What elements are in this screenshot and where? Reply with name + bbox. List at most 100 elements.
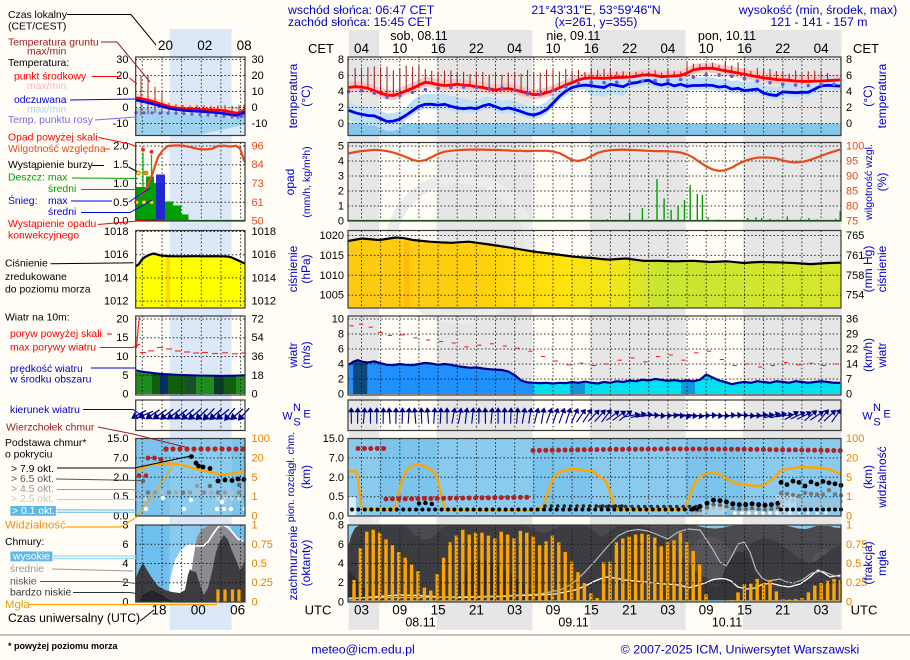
- svg-text:wiatr: wiatr: [286, 342, 300, 368]
- svg-text:95: 95: [846, 156, 858, 168]
- svg-text:0.5: 0.5: [113, 197, 128, 209]
- svg-text:761: 761: [846, 250, 864, 262]
- svg-text:0: 0: [846, 389, 852, 401]
- svg-text:7.0: 7.0: [329, 452, 344, 464]
- svg-text:(x=261, y=355): (x=261, y=355): [555, 15, 638, 29]
- svg-text:(oktanty): (oktanty): [299, 540, 313, 587]
- svg-text:punkt środkowy: punkt środkowy: [14, 72, 87, 83]
- svg-text:1015: 1015: [320, 250, 344, 262]
- svg-text:1: 1: [252, 491, 258, 503]
- svg-text:121 - 141 - 157 m: 121 - 141 - 157 m: [770, 15, 867, 29]
- svg-text:Mgła: Mgła: [5, 599, 30, 611]
- svg-text:6: 6: [338, 344, 344, 356]
- svg-text:6: 6: [122, 539, 128, 551]
- svg-text:CET: CET: [853, 41, 879, 56]
- svg-text:1: 1: [338, 201, 344, 213]
- svg-text:> 4.5 okt.: > 4.5 okt.: [11, 484, 54, 495]
- svg-text:10: 10: [116, 86, 128, 98]
- svg-text:(hPa): (hPa): [299, 254, 313, 283]
- svg-text:(CET/CEST): (CET/CEST): [8, 22, 66, 33]
- svg-text:90: 90: [846, 171, 858, 183]
- svg-text:wysokość (min, środek, max): wysokość (min, środek, max): [738, 3, 898, 17]
- svg-text:(km): (km): [299, 465, 313, 489]
- svg-text:2: 2: [338, 186, 344, 198]
- svg-text:16: 16: [737, 41, 752, 56]
- svg-text:0.5: 0.5: [113, 491, 128, 503]
- svg-text:08.11: 08.11: [405, 616, 435, 630]
- svg-text:wysokie: wysokie: [12, 552, 50, 563]
- svg-text:1.5: 1.5: [113, 159, 128, 171]
- svg-text:> 2.5 okt.: > 2.5 okt.: [11, 494, 54, 505]
- svg-text:0: 0: [338, 216, 344, 228]
- svg-text:4: 4: [122, 558, 128, 570]
- svg-text:Wystąpienie opadu: Wystąpienie opadu: [8, 219, 97, 230]
- svg-text:22: 22: [846, 344, 858, 356]
- svg-text:opad: opad: [283, 169, 297, 196]
- svg-text:4: 4: [338, 86, 344, 98]
- svg-text:niskie: niskie: [10, 577, 37, 588]
- svg-text:Ciśnienie: Ciśnienie: [5, 259, 48, 270]
- svg-text:zachód słońca: 15:45 CET: zachód słońca: 15:45 CET: [288, 15, 433, 29]
- svg-text:29: 29: [846, 329, 858, 341]
- svg-text:5: 5: [846, 472, 852, 484]
- svg-text:0.0: 0.0: [113, 216, 128, 228]
- svg-text:1014: 1014: [104, 272, 128, 284]
- svg-text:09: 09: [545, 603, 560, 618]
- svg-text:S: S: [293, 417, 300, 429]
- svg-text:100: 100: [846, 141, 864, 153]
- svg-text:75: 75: [846, 216, 858, 228]
- svg-text:100: 100: [846, 433, 864, 445]
- svg-text:6: 6: [338, 539, 344, 551]
- svg-text:758: 758: [846, 270, 864, 282]
- svg-text:© 2007-2025 ICM, Uniwersytet W: © 2007-2025 ICM, Uniwersytet Warszawski: [621, 643, 860, 657]
- svg-text:Wilgotność względna: Wilgotność względna: [8, 144, 106, 155]
- svg-text:20: 20: [116, 70, 128, 82]
- svg-text:0: 0: [846, 597, 852, 609]
- svg-text:6: 6: [338, 70, 344, 82]
- svg-text:15: 15: [431, 603, 446, 618]
- svg-text:03: 03: [660, 603, 675, 618]
- svg-text:16: 16: [584, 41, 599, 56]
- svg-text:średni: średni: [48, 207, 76, 218]
- svg-text:03: 03: [354, 603, 369, 618]
- svg-text:0: 0: [252, 597, 258, 609]
- svg-text:E: E: [883, 409, 890, 421]
- svg-text:0.5: 0.5: [329, 491, 344, 503]
- svg-text:15.0: 15.0: [107, 433, 128, 445]
- svg-text:0: 0: [122, 389, 128, 401]
- svg-text:Śnieg:: Śnieg:: [8, 194, 37, 207]
- svg-text:09: 09: [392, 603, 407, 618]
- svg-text:max/min: max/min: [27, 81, 66, 92]
- svg-text:(%): (%): [875, 173, 889, 192]
- svg-text:54: 54: [252, 332, 264, 344]
- svg-text:5: 5: [122, 370, 128, 382]
- svg-text:8: 8: [122, 520, 128, 532]
- svg-text:15: 15: [116, 332, 128, 344]
- svg-text:Chmury:: Chmury:: [5, 537, 44, 548]
- svg-text:ciśnienie: ciśnienie: [875, 245, 889, 292]
- svg-text:4: 4: [338, 558, 344, 570]
- svg-text:(frakcja): (frakcja): [861, 541, 875, 584]
- svg-text:średnie: średnie: [10, 564, 44, 575]
- svg-text:2.0: 2.0: [113, 472, 128, 484]
- svg-text:72: 72: [252, 314, 264, 326]
- svg-text:10: 10: [392, 41, 407, 56]
- svg-text:UTC: UTC: [851, 603, 878, 618]
- svg-text:E: E: [303, 409, 310, 421]
- svg-text:09.11: 09.11: [558, 616, 588, 630]
- svg-text:20: 20: [158, 38, 173, 53]
- svg-text:36: 36: [252, 351, 264, 363]
- svg-text:wschód słońca: 06:47 CET: wschód słońca: 06:47 CET: [287, 3, 435, 17]
- svg-text:08: 08: [237, 38, 252, 53]
- svg-text:Wiatr na 10m:: Wiatr na 10m:: [5, 313, 70, 324]
- svg-text:8: 8: [338, 54, 344, 66]
- svg-text:18: 18: [252, 370, 264, 382]
- svg-text:S: S: [873, 417, 880, 429]
- svg-text:(mm Hg): (mm Hg): [861, 246, 875, 293]
- svg-text:50: 50: [252, 216, 264, 228]
- svg-text:nie, 09.11: nie, 09.11: [546, 29, 600, 43]
- svg-text:ciśnienie: ciśnienie: [286, 245, 300, 292]
- svg-text:(mm/h, kg/m²h): (mm/h, kg/m²h): [301, 146, 313, 217]
- svg-text:03: 03: [814, 603, 829, 618]
- svg-text:Opad powyżej skali: Opad powyżej skali: [8, 133, 98, 144]
